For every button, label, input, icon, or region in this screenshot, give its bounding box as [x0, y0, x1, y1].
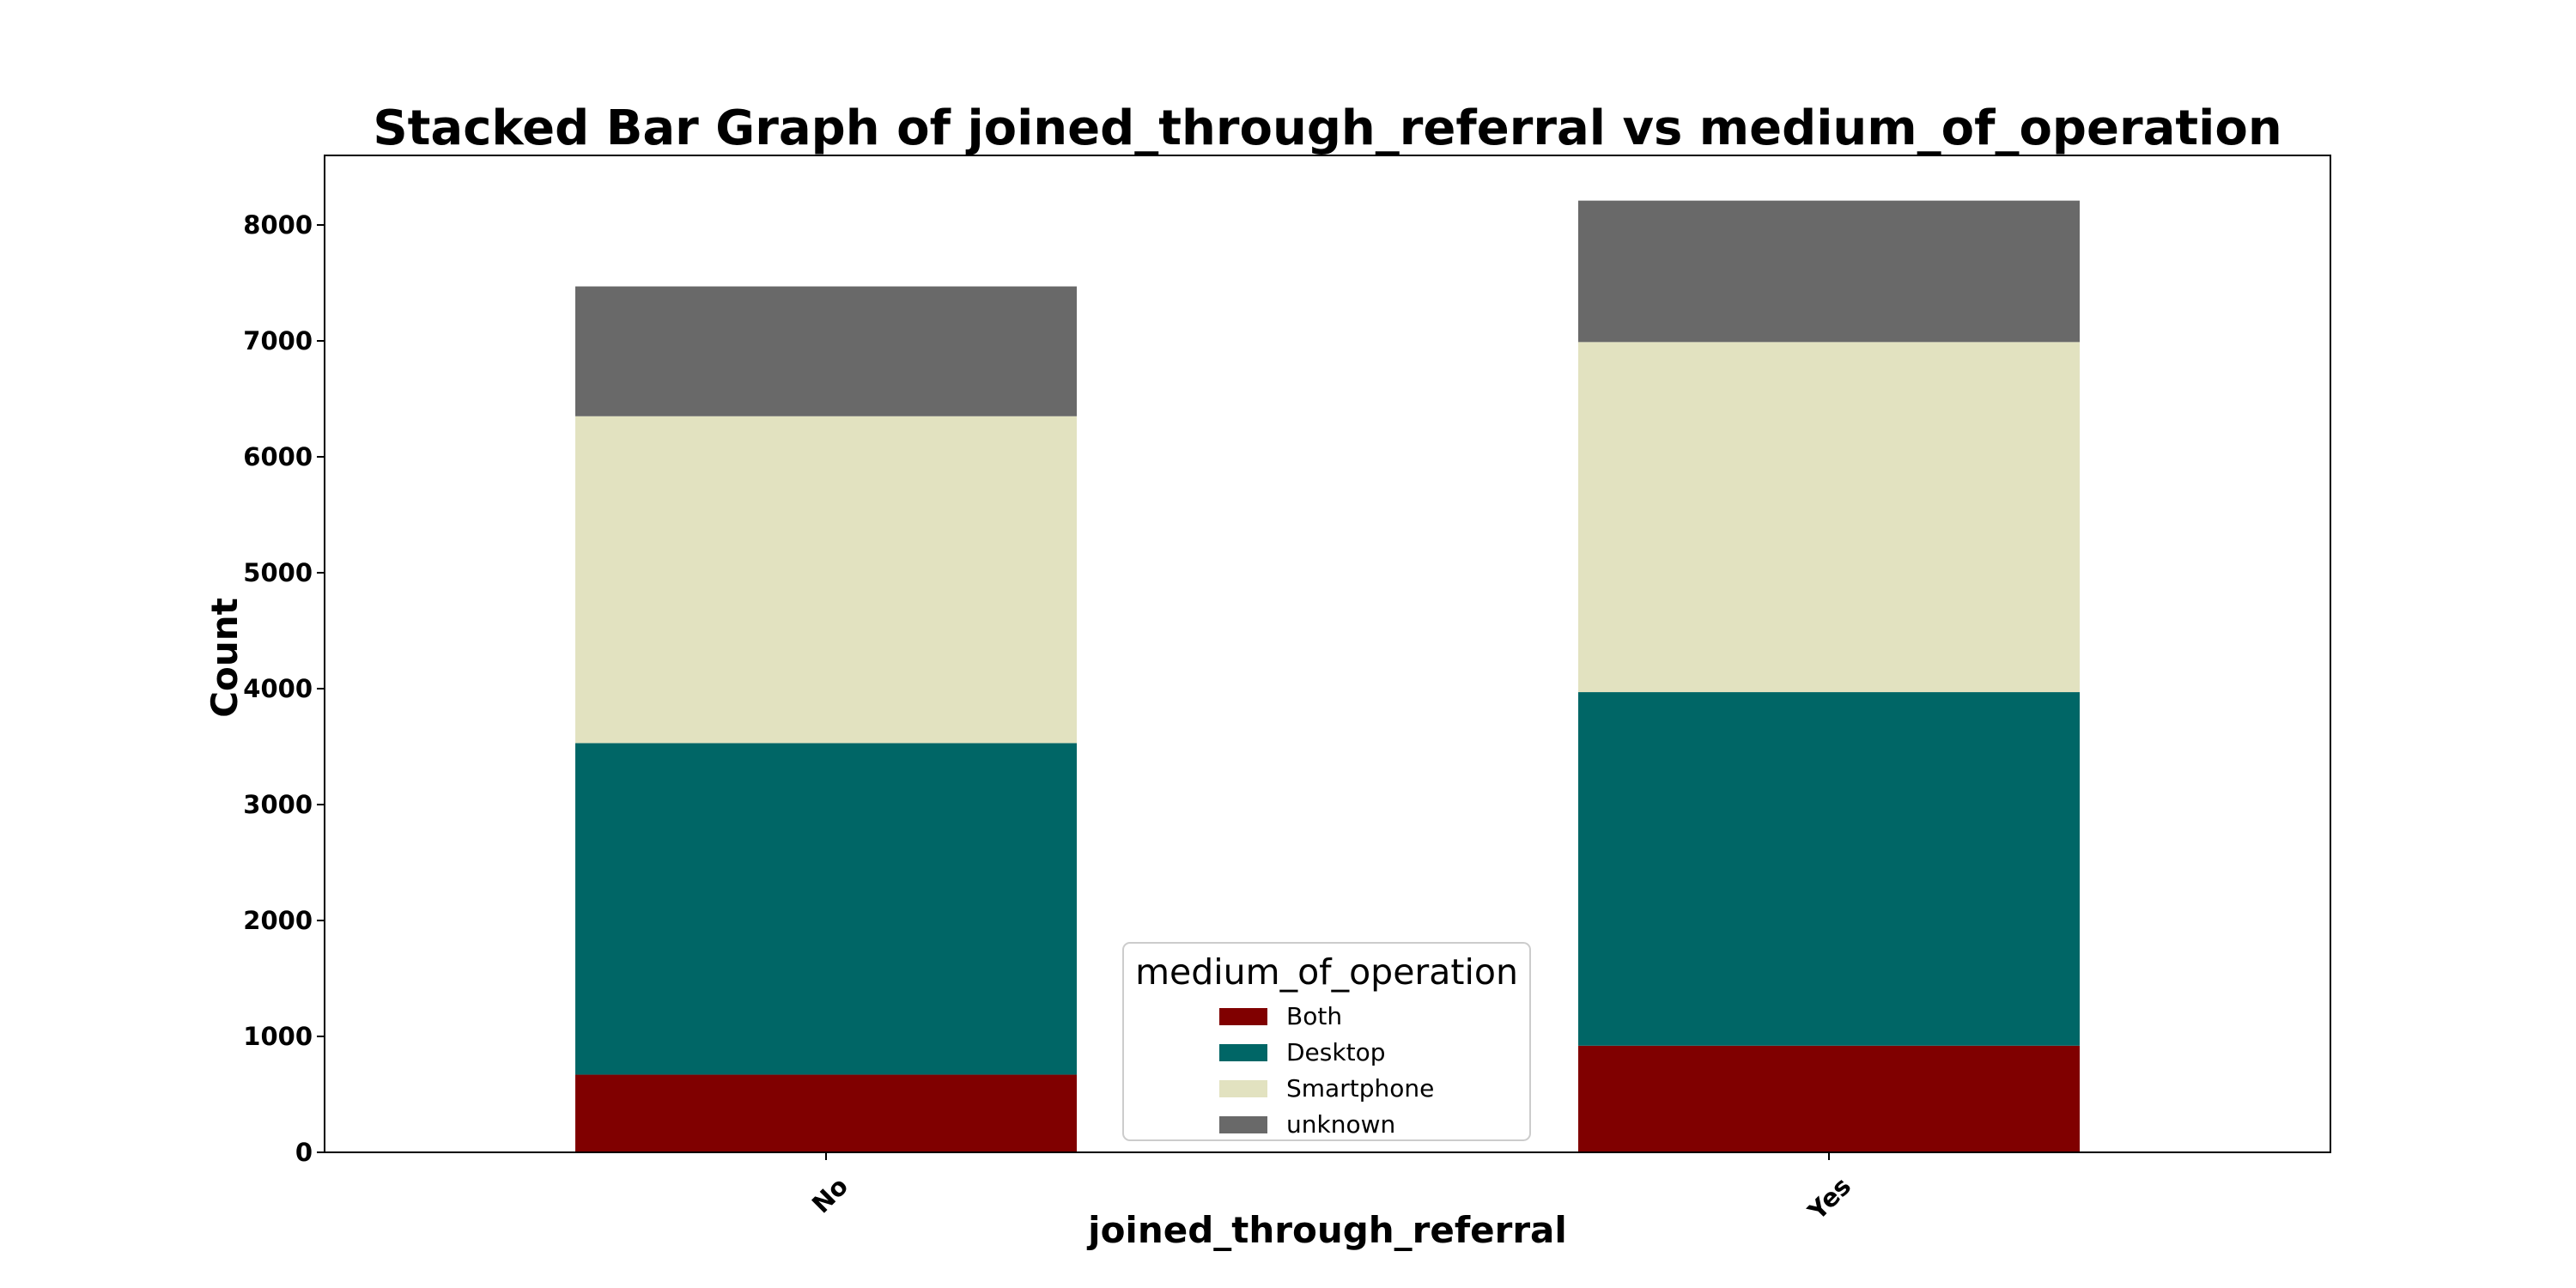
- bar-no-unknown: [575, 286, 1077, 416]
- plot-frame: [324, 155, 2331, 1153]
- y-tick-label: 4000: [243, 674, 313, 703]
- legend-label-unknown: unknown: [1286, 1110, 1395, 1139]
- y-tick-label: 1000: [243, 1022, 313, 1051]
- legend-swatch-desktop: [1219, 1044, 1267, 1061]
- legend-label-both: Both: [1286, 1002, 1342, 1030]
- x-axis-label: joined_through_referral: [1086, 1209, 1567, 1251]
- bar-no-desktop: [575, 743, 1077, 1075]
- x-tick-label: Yes: [1801, 1171, 1856, 1226]
- y-tick-label: 5000: [243, 558, 313, 587]
- y-tick-label: 3000: [243, 790, 313, 819]
- legend-label-smartphone: Smartphone: [1286, 1074, 1434, 1103]
- y-tick-label: 2000: [243, 906, 313, 935]
- bar-no-both: [575, 1074, 1077, 1152]
- chart-title: Stacked Bar Graph of joined_through_refe…: [373, 100, 2281, 156]
- y-tick-label: 0: [295, 1138, 313, 1167]
- bar-no-smartphone: [575, 416, 1077, 744]
- legend-title: medium_of_operation: [1135, 951, 1518, 993]
- x-tick-label: No: [806, 1171, 854, 1218]
- bar-yes-both: [1578, 1045, 2080, 1152]
- legend-items: Both Desktop Smartphone unknown: [1219, 1002, 1434, 1139]
- legend-swatch-both: [1219, 1008, 1267, 1025]
- bar-yes-smartphone: [1578, 342, 2080, 693]
- bar-yes-unknown: [1578, 200, 2080, 343]
- y-tick-label: 8000: [243, 210, 313, 240]
- legend-label-desktop: Desktop: [1286, 1038, 1385, 1066]
- bars-group: [575, 200, 2080, 1152]
- y-tick-label: 6000: [243, 442, 313, 471]
- y-tick-label: 7000: [243, 326, 313, 355]
- legend: medium_of_operation Both Desktop Smartphon…: [1122, 942, 1531, 1141]
- legend-swatch-smartphone: [1219, 1080, 1267, 1097]
- legend-swatch-unknown: [1219, 1116, 1267, 1133]
- y-axis-ticks: 0 1000 2000 3000 4000 5000 6000 7000 8000: [243, 210, 325, 1167]
- bar-yes-desktop: [1578, 692, 2080, 1046]
- y-axis-label: Count: [204, 598, 246, 718]
